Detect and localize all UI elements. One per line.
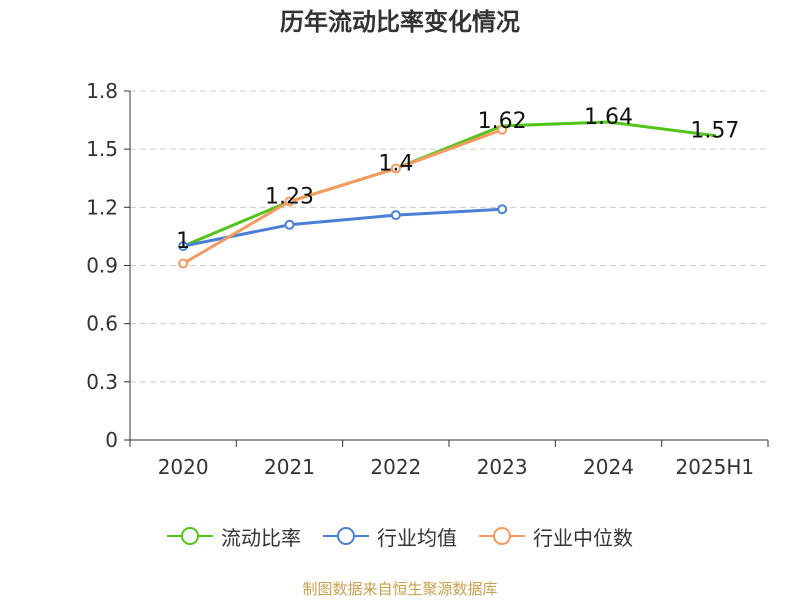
data-point-marker bbox=[178, 241, 189, 252]
data-labels: 1 1.23 1.4 1.62 1.64 1.57 bbox=[176, 105, 739, 254]
legend-line-marker-icon bbox=[323, 527, 369, 545]
x-tick-label: 2024 bbox=[583, 455, 634, 479]
legend-marker bbox=[181, 527, 199, 545]
source-note: 制图数据来自恒生聚源数据库 bbox=[302, 580, 498, 598]
x-tick-label: 2020 bbox=[158, 455, 209, 479]
data-point-marker bbox=[390, 163, 401, 174]
y-tick-label: 0 bbox=[105, 428, 118, 452]
grid-lines bbox=[130, 90, 768, 383]
y-tick-label: 1.8 bbox=[86, 79, 118, 103]
data-point-marker bbox=[497, 124, 508, 135]
legend-line-marker-icon bbox=[167, 527, 213, 545]
series-line-1 bbox=[181, 207, 504, 248]
legend: 流动比率 行业均值 行业中位数 bbox=[0, 518, 800, 554]
data-label: 1.64 bbox=[584, 105, 633, 130]
legend-marker bbox=[337, 527, 355, 545]
legend-marker bbox=[493, 527, 511, 545]
series-line-2 bbox=[181, 128, 504, 266]
y-tick-label: 0.9 bbox=[86, 254, 118, 278]
axes: 0 0.3 0.6 0.9 1.2 1.5 1.8 2020 2021 2022 2023 2024 2… bbox=[86, 79, 769, 479]
legend-item-industry-mean[interactable]: 行业均值 bbox=[323, 522, 457, 551]
data-point-marker bbox=[390, 210, 401, 221]
x-tick-label: 2025H1 bbox=[675, 455, 754, 479]
data-point-marker bbox=[178, 258, 189, 269]
data-point-marker bbox=[497, 204, 508, 215]
legend-label: 行业均值 bbox=[377, 525, 457, 550]
series-line-0 bbox=[181, 120, 717, 248]
legend-line-marker-icon bbox=[479, 527, 525, 545]
x-tick-label: 2021 bbox=[264, 455, 315, 479]
y-tick-label: 0.3 bbox=[86, 370, 118, 394]
legend-item-current-ratio[interactable]: 流动比率 bbox=[167, 522, 301, 551]
y-tick-label: 1.5 bbox=[86, 137, 118, 161]
x-tick-label: 2022 bbox=[370, 455, 421, 479]
data-label: 1.4 bbox=[378, 152, 413, 177]
data-label: 1.57 bbox=[690, 119, 739, 144]
x-tick-label: 2023 bbox=[477, 455, 528, 479]
y-tick-label: 0.6 bbox=[86, 312, 118, 336]
chart-title: 历年流动比率变化情况 bbox=[280, 8, 520, 36]
legend-label: 行业中位数 bbox=[533, 525, 633, 550]
data-label: 1.23 bbox=[265, 185, 314, 210]
data-point-marker bbox=[284, 219, 295, 230]
y-tick-label: 1.2 bbox=[86, 195, 118, 219]
data-label: 1.62 bbox=[478, 109, 527, 134]
series-lines bbox=[178, 120, 717, 269]
legend-label: 流动比率 bbox=[221, 525, 301, 550]
data-label: 1 bbox=[176, 229, 190, 254]
data-point-marker bbox=[284, 196, 295, 207]
legend-item-industry-median[interactable]: 行业中位数 bbox=[479, 522, 633, 551]
